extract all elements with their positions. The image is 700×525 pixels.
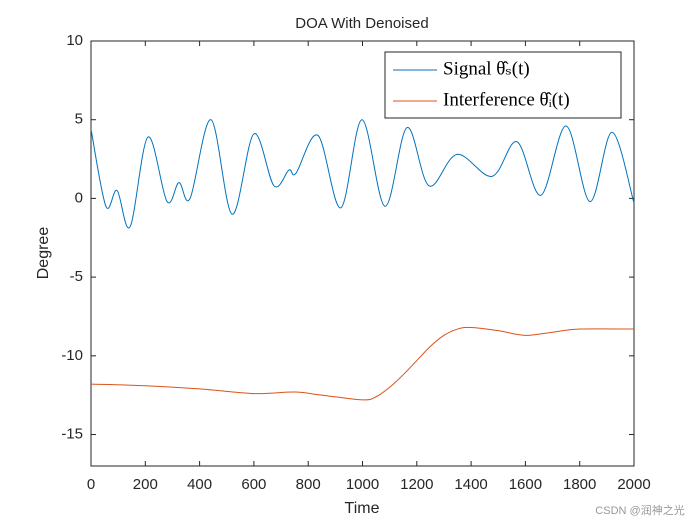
x-tick-label: 1200 xyxy=(400,476,433,493)
data-line xyxy=(90,326,635,401)
x-tick-label: 200 xyxy=(133,476,158,493)
x-tick-label: 600 xyxy=(241,476,266,493)
legend-box xyxy=(384,51,622,119)
chart-title: DOA With Denoised xyxy=(295,15,428,32)
y-tick-label: -5 xyxy=(70,268,83,285)
x-tick-label: 1400 xyxy=(454,476,487,493)
y-tick-label: 5 xyxy=(75,111,83,128)
x-axis-label: Time xyxy=(345,500,380,517)
y-tick-label: 0 xyxy=(75,189,83,206)
y-tick-label: 10 xyxy=(66,32,83,49)
legend-label: Interference θ̂ᵢ(t) xyxy=(443,89,570,110)
x-tick-label: 800 xyxy=(296,476,321,493)
x-tick-label: 1600 xyxy=(509,476,542,493)
x-tick-label: 400 xyxy=(187,476,212,493)
legend-label: Signal θ̂ₛ(t) xyxy=(443,58,530,79)
watermark: CSDN @润神之光 xyxy=(595,503,684,517)
y-axis-label: Degree xyxy=(35,227,52,280)
x-tick-label: 1800 xyxy=(563,476,596,493)
data-line xyxy=(90,119,635,229)
y-tick-label: -10 xyxy=(61,347,83,364)
x-tick-label: 2000 xyxy=(617,476,650,493)
y-tick-label: -15 xyxy=(61,425,83,442)
x-tick-label: 1000 xyxy=(346,476,379,493)
x-tick-label: 0 xyxy=(87,476,95,493)
